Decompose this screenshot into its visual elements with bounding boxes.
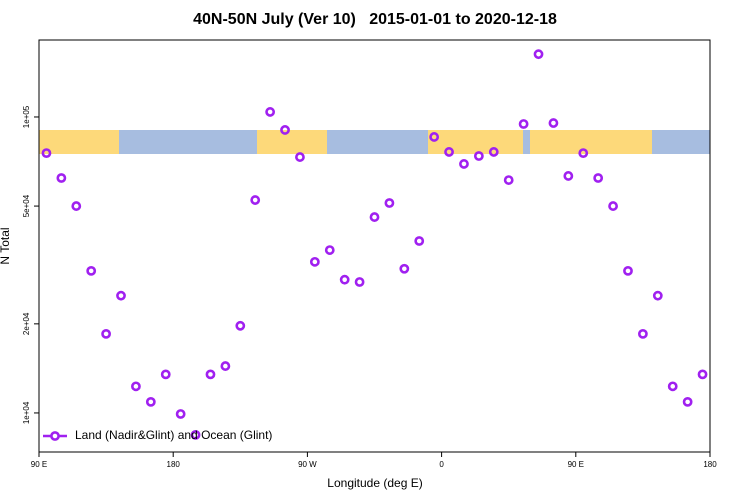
point — [667, 381, 678, 392]
point — [309, 256, 320, 267]
y-tick-label: 1e+05 — [22, 105, 31, 128]
point — [295, 152, 305, 162]
point — [41, 148, 52, 158]
point — [638, 328, 648, 339]
point — [608, 201, 618, 211]
point — [593, 173, 604, 183]
point — [548, 118, 559, 128]
point — [220, 361, 231, 371]
point — [101, 328, 111, 339]
legend-label: Land (Nadir&Glint) and Ocean (Glint) — [75, 428, 272, 442]
point — [399, 263, 410, 274]
chart-title: 40N-50N July (Ver 10) 2015-01-01 to 2020… — [193, 11, 557, 28]
y-tick-label: 1e+04 — [22, 401, 31, 424]
point — [190, 430, 201, 440]
point — [205, 369, 216, 380]
point — [459, 159, 469, 169]
x-tick-label: 180 — [167, 460, 181, 469]
point — [473, 151, 484, 161]
legend-marker — [50, 431, 60, 441]
point — [488, 147, 499, 157]
point — [324, 245, 335, 255]
point — [384, 198, 395, 208]
point — [116, 290, 126, 301]
x-tick-label: 0 — [439, 460, 444, 469]
point — [652, 290, 663, 301]
point — [175, 409, 186, 419]
y-axis-label: N Total — [0, 227, 12, 264]
point — [533, 49, 544, 60]
y-tick-label: 5e+04 — [22, 194, 31, 217]
point — [503, 175, 514, 185]
point — [429, 132, 440, 142]
point — [250, 195, 261, 205]
point — [131, 381, 141, 392]
x-tick-label: 90 W — [298, 460, 317, 469]
point — [280, 125, 290, 135]
point — [56, 173, 67, 183]
point — [339, 274, 350, 285]
point — [623, 265, 633, 276]
plot-frame — [38, 39, 711, 453]
x-tick-label: 90 E — [31, 460, 47, 469]
point — [86, 265, 97, 276]
point — [145, 396, 156, 407]
point — [265, 107, 276, 117]
x-axis-label: Longitude (deg E) — [327, 476, 422, 490]
point — [682, 396, 693, 407]
point — [369, 212, 380, 222]
point — [235, 320, 246, 331]
point — [578, 148, 589, 158]
point — [518, 119, 529, 129]
x-tick-label: 180 — [703, 460, 717, 469]
x-tick-label: 90 E — [568, 460, 584, 469]
point — [563, 171, 574, 181]
point — [697, 369, 708, 380]
point — [354, 277, 365, 287]
point — [444, 147, 454, 157]
map-band — [39, 130, 710, 154]
point — [414, 236, 425, 246]
point — [71, 201, 82, 211]
y-tick-label: 2e+04 — [22, 312, 31, 335]
point — [160, 369, 171, 380]
